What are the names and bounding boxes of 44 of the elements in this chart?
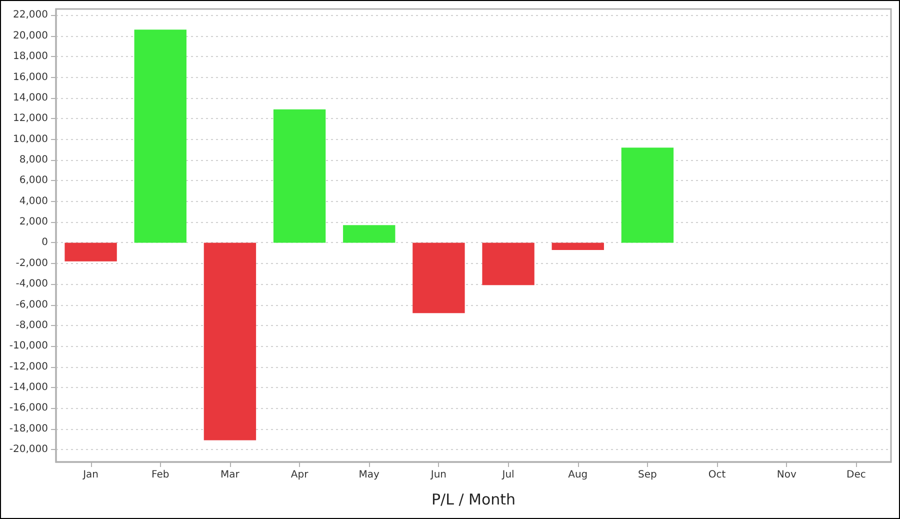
bar <box>134 30 186 243</box>
x-tick-label: Aug <box>568 470 588 480</box>
x-tick-label: Mar <box>220 470 240 480</box>
y-tick-label: -16,000 <box>9 402 48 414</box>
y-tick-label: -2,000 <box>16 258 48 269</box>
x-tick-label: Oct <box>708 470 726 480</box>
y-tick-label: 10,000 <box>13 134 48 145</box>
y-tick-label: -8,000 <box>16 320 48 331</box>
x-tick-label: Dec <box>846 470 866 480</box>
x-tick-label: Jun <box>430 470 447 480</box>
x-tick-label: Jul <box>501 470 514 480</box>
bar <box>552 242 604 250</box>
x-tick-label: Jan <box>82 470 99 480</box>
bar <box>204 242 256 440</box>
y-tick-label: 6,000 <box>19 175 48 186</box>
bar <box>64 242 117 262</box>
y-tick-label: 14,000 <box>13 92 48 104</box>
x-tick-label: Feb <box>152 470 170 480</box>
y-tick-label: -12,000 <box>9 361 48 372</box>
bar <box>621 148 674 243</box>
y-tick-label: -4,000 <box>16 278 48 290</box>
y-tick-label: 22,000 <box>13 10 48 21</box>
bar <box>273 109 326 243</box>
y-tick-label: 18,000 <box>13 51 48 62</box>
x-tick-label: Nov <box>776 470 796 480</box>
y-tick-label: 20,000 <box>13 30 48 42</box>
y-tick-label: 12,000 <box>13 113 48 124</box>
bar <box>412 242 465 314</box>
y-tick-label: -10,000 <box>9 340 48 352</box>
y-tick-label: 16,000 <box>13 72 48 83</box>
y-tick-label: 0 <box>42 237 48 248</box>
y-tick-label: -14,000 <box>9 382 48 394</box>
x-tick-label: May <box>358 470 380 480</box>
y-tick-label: 4,000 <box>19 196 48 207</box>
y-tick-label: 8,000 <box>19 154 48 166</box>
bar <box>343 225 396 243</box>
x-tick-label: Sep <box>638 470 657 480</box>
y-tick-label: 2,000 <box>19 216 48 228</box>
y-tick-label: -18,000 <box>9 423 48 434</box>
x-axis-title: P/L / Month <box>431 490 516 508</box>
y-tick-label: -20,000 <box>9 444 48 456</box>
y-tick-label: -6,000 <box>16 299 48 310</box>
x-tick-label: Apr <box>290 470 310 480</box>
bar <box>482 242 534 286</box>
